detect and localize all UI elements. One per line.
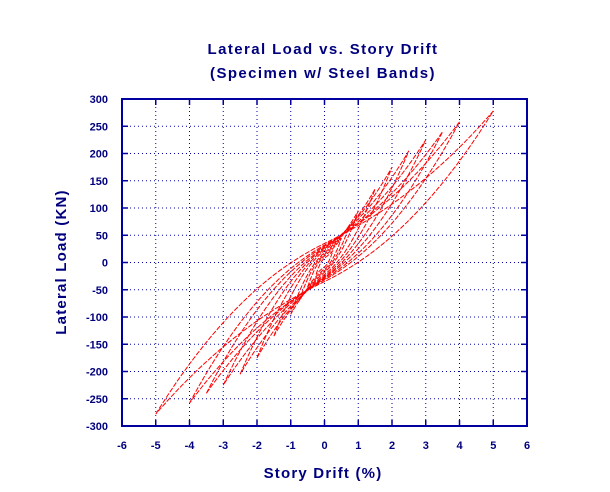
y-tick-label: -200 [86,367,108,379]
hysteresis-loop [189,121,460,404]
x-tick-label: -3 [218,440,228,452]
x-tick-label: -6 [117,440,127,452]
x-axis-label: Story Drift (%) [264,465,383,482]
series-layer [155,110,494,415]
hysteresis-loop [222,139,427,386]
x-tick-labels: -6 -5 -4 -3 -2 -1 0 1 2 3 4 5 6 [117,440,530,452]
x-tick-label: 3 [423,440,429,452]
x-tick-label: 2 [389,440,395,452]
tick-marks [121,98,528,427]
x-tick-label: -4 [185,440,196,452]
chart-subtitle: (Specimen w/ Steel Bands) [210,65,436,82]
y-tick-label: 100 [90,203,108,215]
hysteresis-loop [239,150,410,375]
x-tick-label: 1 [355,440,361,452]
y-tick-label: -250 [86,394,108,406]
hysteresis-loop [273,188,376,337]
x-tick-label: 6 [524,440,530,452]
x-tick-label: 4 [456,440,463,452]
y-tick-labels: 300 250 200 150 100 50 0 -50 -100 -150 -200 -250 -30… [86,94,108,433]
chart-title: Lateral Load vs. Story Drift [208,41,439,58]
y-tick-label: -50 [92,285,108,297]
y-tick-label: 50 [96,230,108,242]
hysteresis-loop [256,166,393,359]
y-tick-label: 300 [90,94,108,106]
x-tick-label: -2 [252,440,262,452]
x-tick-label: -5 [151,440,161,452]
y-tick-label: -300 [86,421,108,433]
grid-lines [122,99,527,426]
hysteresis-loop [307,237,342,288]
hysteresis-loop [205,131,444,394]
hysteresis-loop [290,210,359,315]
hysteresis-loop [298,224,351,301]
x-tick-label: 5 [490,440,496,452]
y-tick-label: 150 [90,176,108,188]
y-tick-label: 250 [90,121,108,133]
y-tick-label: 0 [102,258,108,270]
y-tick-label: -150 [86,339,108,351]
x-tick-label: 0 [321,440,327,452]
y-tick-label: 200 [90,149,108,161]
hysteresis-loop [315,250,334,275]
x-tick-label: -1 [286,440,296,452]
hysteresis-loop [155,110,494,415]
y-axis-label: Lateral Load (KN) [53,189,70,334]
y-tick-label: -100 [86,312,108,324]
